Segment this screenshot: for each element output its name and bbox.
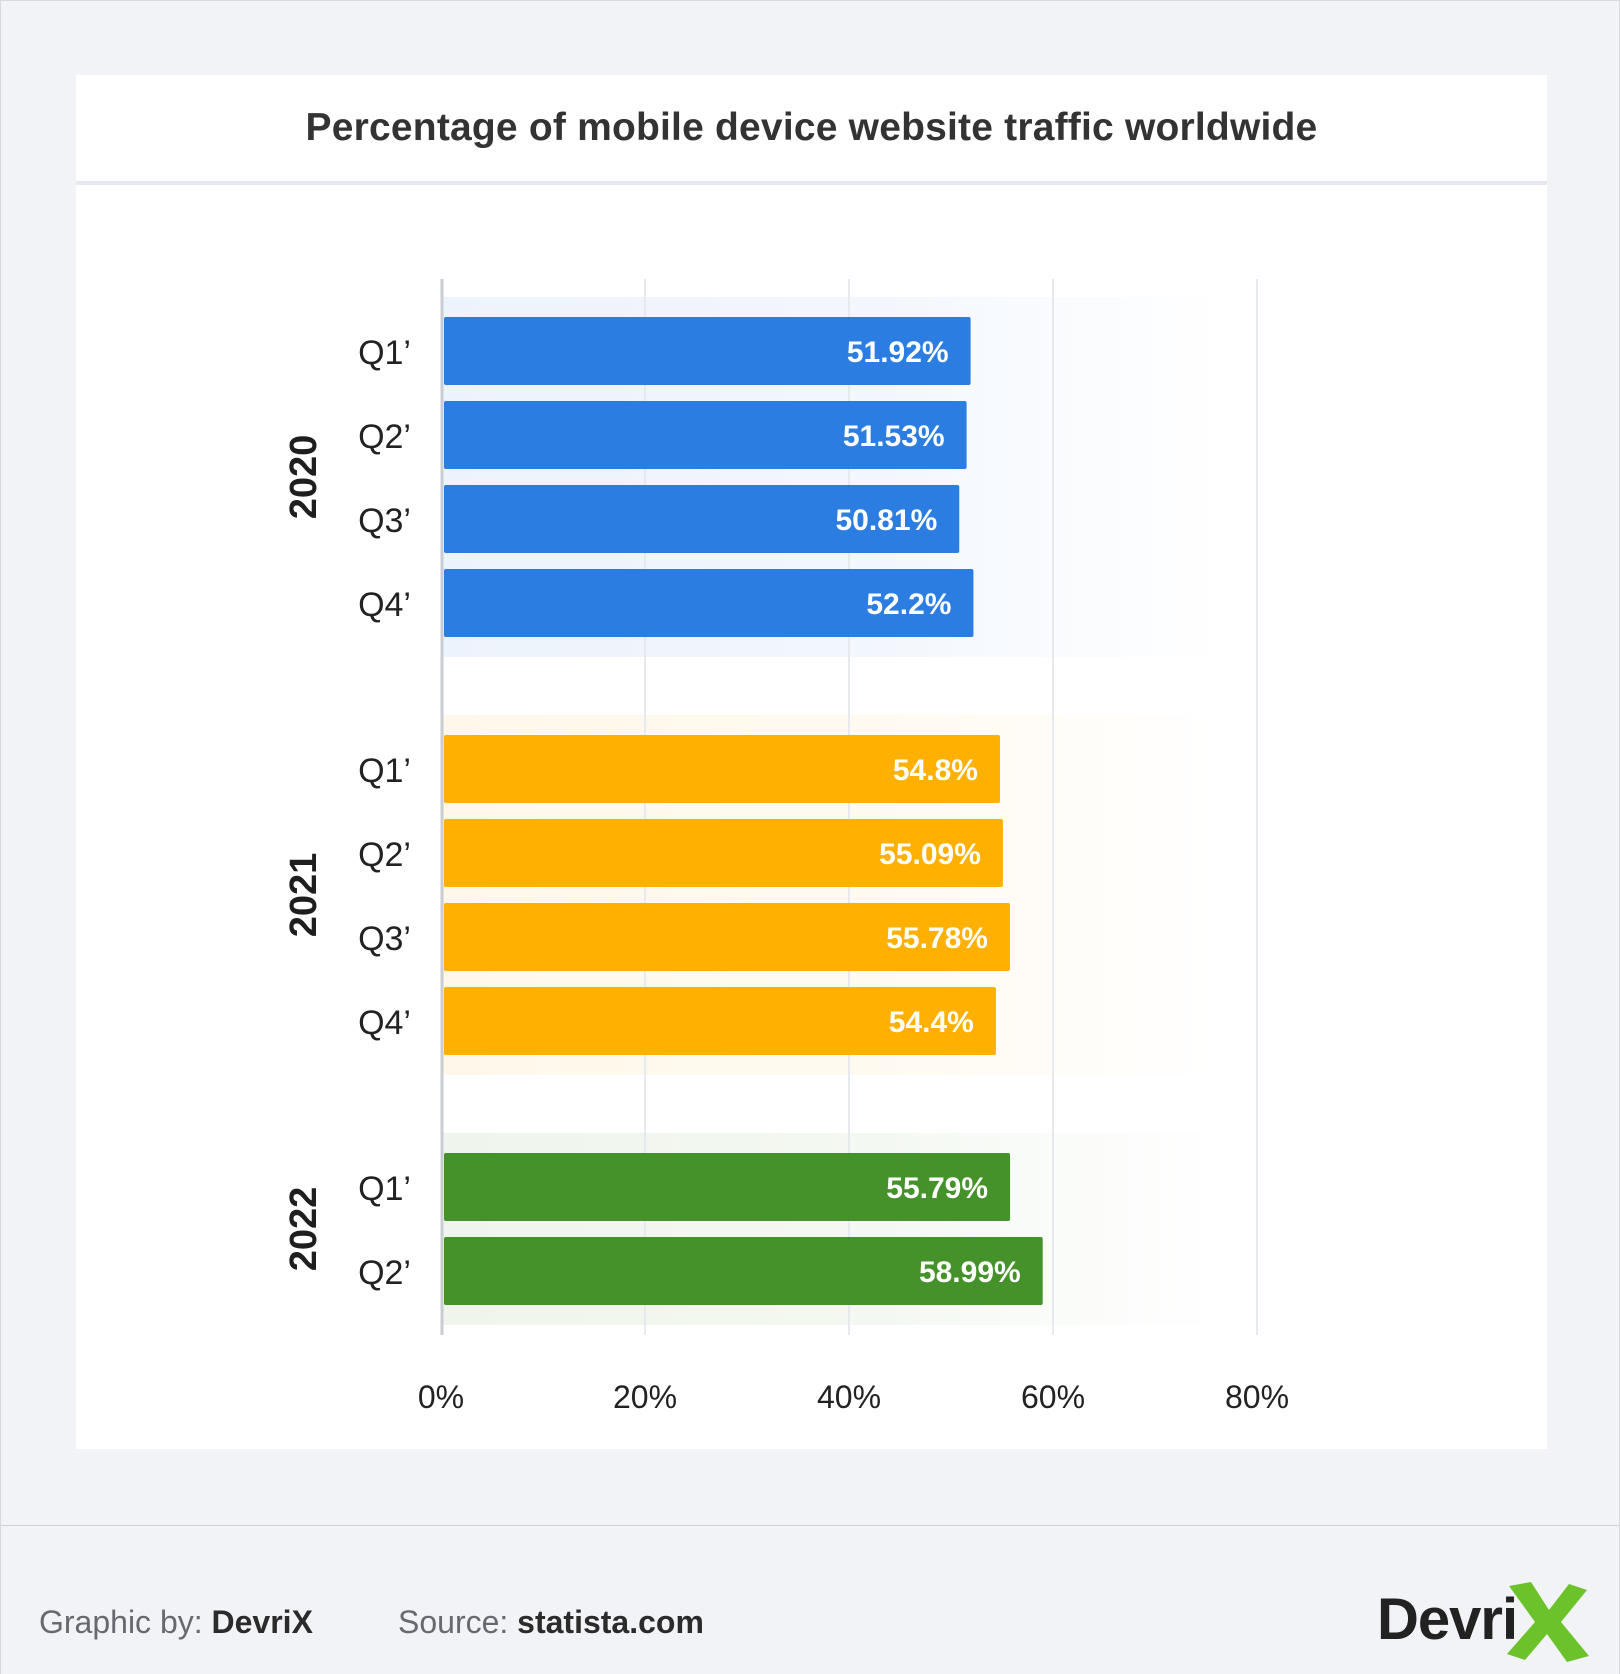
bar-value-label: 55.78% [886, 922, 988, 955]
logo-wordmark: Devri [1377, 1587, 1518, 1652]
x-tick-label: 40% [817, 1379, 881, 1415]
bar-2021-q1 [444, 735, 1000, 803]
bar-2020-q4 [444, 569, 974, 637]
source-credit: Source: statista.com [398, 1604, 704, 1641]
graphic-credit: Graphic by: DevriX [39, 1604, 313, 1641]
bar-value-label: 52.2% [866, 588, 951, 621]
graphic-credit-label: Graphic by: [39, 1604, 203, 1640]
source-value: statista.com [517, 1604, 704, 1640]
bar-2020-q3 [444, 485, 960, 553]
bar-chart: 51.92% Q1’ 51.53% Q2’ 50.81% Q3’ 52.2% Q4’ 2020 5… [283, 279, 1289, 1415]
year-label-2022: 2022 [283, 1187, 325, 1272]
quarter-label: Q1’ [358, 752, 411, 790]
quarter-label: Q3’ [358, 920, 411, 958]
bar-value-label: 54.8% [893, 754, 978, 787]
bar-value-label: 55.79% [886, 1172, 988, 1205]
quarter-label: Q1’ [358, 1170, 411, 1208]
quarter-label: Q4’ [358, 1004, 411, 1042]
quarter-label: Q4’ [358, 586, 411, 624]
year-label-2020: 2020 [283, 435, 325, 520]
devrix-logo: Devri [1377, 1578, 1589, 1668]
x-tick-label: 20% [613, 1379, 677, 1415]
bar-2020-q1 [444, 317, 971, 385]
bar-value-label: 51.92% [847, 336, 949, 369]
quarter-label: Q2’ [358, 1254, 411, 1292]
graphic-credit-value: DevriX [211, 1604, 313, 1640]
quarter-label: Q2’ [358, 836, 411, 874]
quarter-label: Q2’ [358, 418, 411, 456]
logo-x-mark-icon [1507, 1582, 1589, 1662]
bar-2022-q2 [444, 1237, 1043, 1305]
bar-2021-q4 [444, 987, 996, 1055]
x-tick-label: 0% [418, 1379, 464, 1415]
chart-card: Percentage of mobile device website traf… [76, 75, 1547, 1449]
title-divider [76, 181, 1547, 185]
bar-value-label: 55.09% [879, 838, 981, 871]
source-label: Source: [398, 1604, 509, 1640]
quarter-label: Q1’ [358, 334, 411, 372]
x-tick-label: 60% [1021, 1379, 1085, 1415]
year-label-2021: 2021 [283, 853, 325, 938]
bar-value-label: 58.99% [919, 1256, 1021, 1289]
bar-value-label: 50.81% [836, 504, 938, 537]
quarter-label: Q3’ [358, 502, 411, 540]
bar-value-label: 54.4% [889, 1006, 974, 1039]
footer: Graphic by: DevriX Source: statista.com … [1, 1525, 1619, 1674]
bar-2021-q2 [444, 819, 1003, 887]
x-tick-label: 80% [1225, 1379, 1289, 1415]
bar-value-label: 51.53% [843, 420, 945, 453]
bar-2022-q1 [444, 1153, 1011, 1221]
bar-2021-q3 [444, 903, 1010, 971]
bar-2020-q2 [444, 401, 967, 469]
chart-title: Percentage of mobile device website traf… [305, 106, 1318, 149]
